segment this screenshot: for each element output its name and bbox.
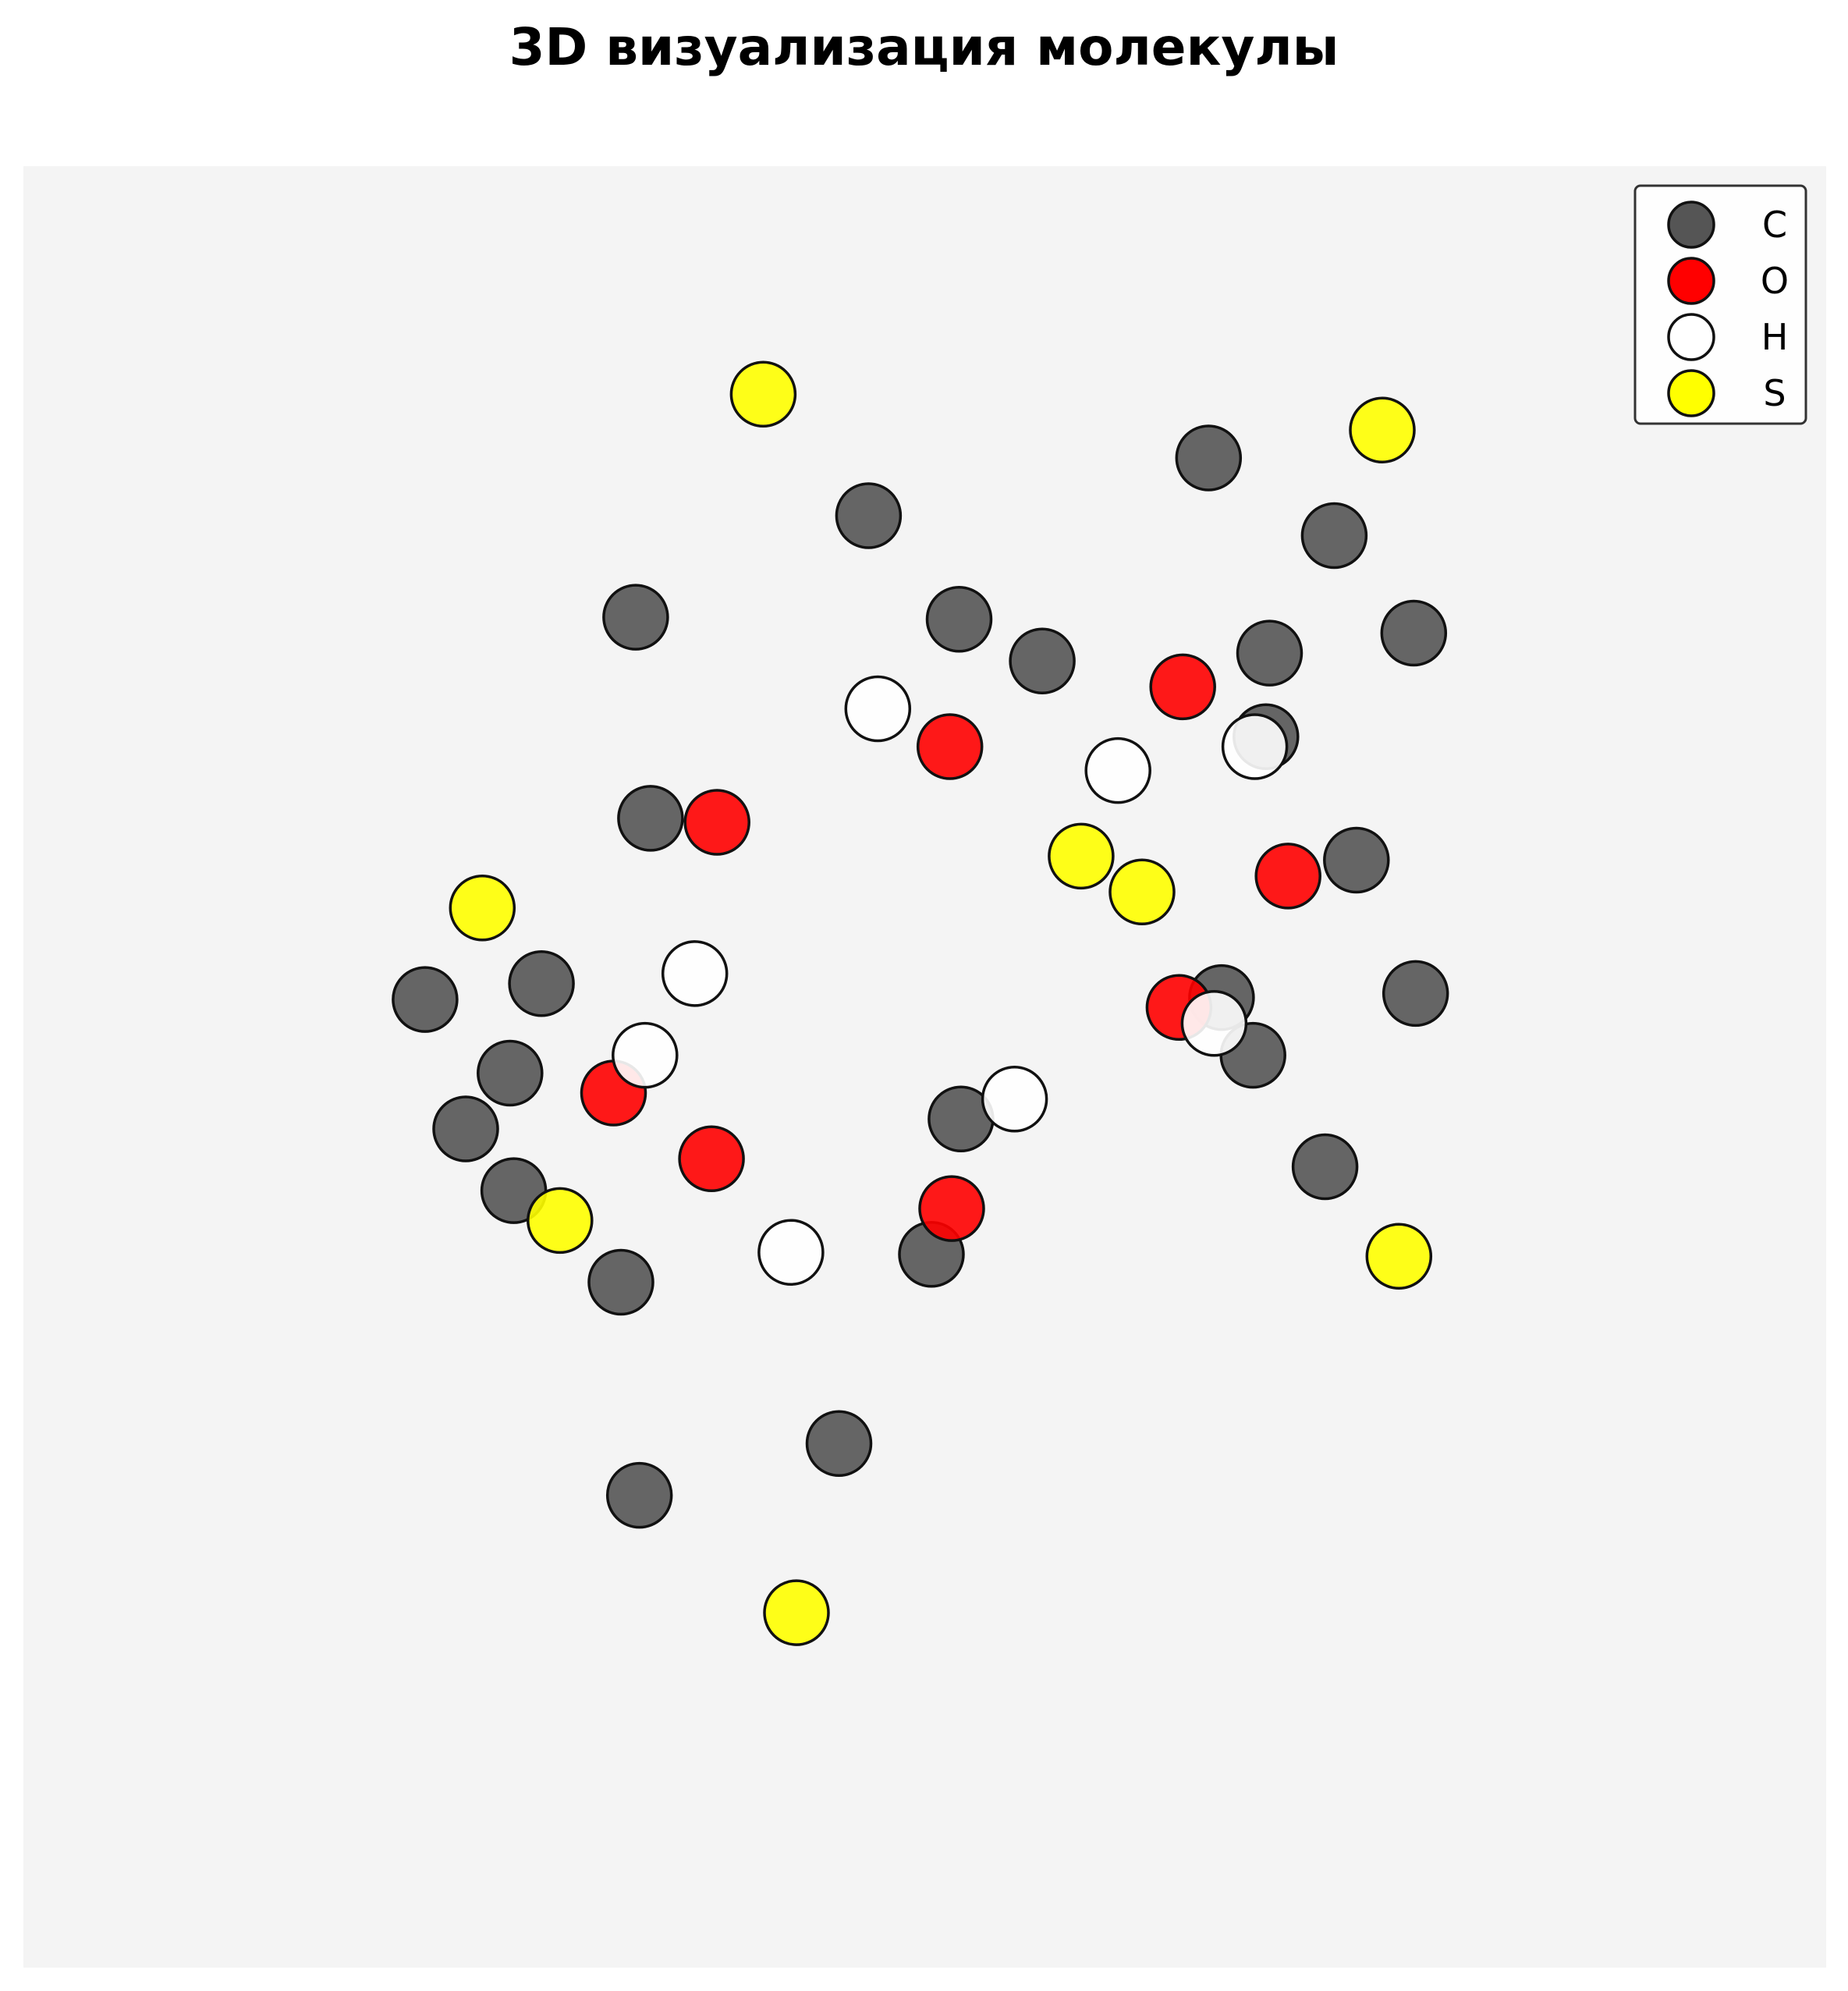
atom-point-h (1221, 713, 1289, 780)
atom-point-s (1108, 858, 1176, 926)
legend-frame (1633, 184, 1807, 425)
atom-point-h (844, 675, 912, 743)
legend-marker-o (1667, 257, 1715, 305)
atom-point-s (1048, 822, 1115, 890)
atom-point-s (729, 360, 797, 428)
legend-marker-c (1667, 201, 1715, 249)
atom-point-c (1175, 424, 1243, 492)
atom-point-c (835, 482, 903, 549)
atom-point-c (1009, 627, 1076, 695)
atom-point-o (1149, 653, 1216, 721)
atom-point-s (763, 1579, 830, 1646)
atom-point-c (602, 584, 669, 651)
legend-label-c: C (1762, 204, 1787, 246)
atom-point-s (1365, 1223, 1433, 1290)
atom-point-h (1180, 989, 1248, 1057)
atom-point-o (916, 713, 984, 780)
atom-points (392, 360, 1449, 1646)
atom-point-h (757, 1219, 825, 1286)
legend-marker-h (1667, 313, 1715, 361)
atom-point-h (981, 1065, 1048, 1133)
chart-title: 3D визуализация молекулы (509, 17, 1339, 77)
atom-point-s (449, 874, 516, 942)
plot-background (23, 166, 1826, 1968)
atom-point-c (925, 585, 993, 653)
legend-label-h: H (1761, 316, 1789, 358)
atom-point-c (1236, 619, 1304, 687)
legend-label-o: O (1761, 260, 1789, 302)
atom-point-c (805, 1410, 873, 1477)
atom-point-c (1291, 1133, 1359, 1201)
atom-point-c (605, 1461, 673, 1529)
atom-point-c (617, 785, 684, 852)
atom-point-c (1300, 502, 1368, 570)
atom-point-h (1084, 736, 1151, 804)
atom-point-h (661, 940, 729, 1007)
atom-point-c (1323, 826, 1390, 894)
atom-point-c (587, 1248, 654, 1316)
atom-point-o (1254, 843, 1321, 910)
atom-point-c (1380, 599, 1448, 667)
atom-point-c (1382, 960, 1449, 1027)
atom-point-s (527, 1187, 594, 1255)
atom-point-s (1349, 396, 1416, 463)
atom-point-c (508, 949, 575, 1017)
atom-point-c (432, 1095, 499, 1162)
legend-marker-s (1667, 369, 1715, 417)
atom-point-h (612, 1021, 679, 1089)
atom-point-c (392, 966, 459, 1033)
atom-point-o (678, 1125, 745, 1193)
atom-point-c (477, 1039, 544, 1107)
atom-point-o (683, 789, 750, 856)
atom-point-o (918, 1175, 985, 1242)
legend-label-s: S (1763, 372, 1786, 414)
